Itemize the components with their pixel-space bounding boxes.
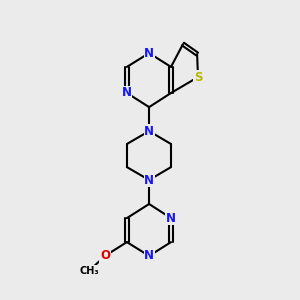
Text: O: O [100,249,110,262]
Text: N: N [144,249,154,262]
Text: CH₃: CH₃ [79,266,99,276]
Text: N: N [144,46,154,60]
Text: N: N [144,124,154,138]
Text: N: N [122,86,132,100]
Text: N: N [144,173,154,187]
Text: N: N [166,212,176,225]
Text: S: S [194,70,202,84]
